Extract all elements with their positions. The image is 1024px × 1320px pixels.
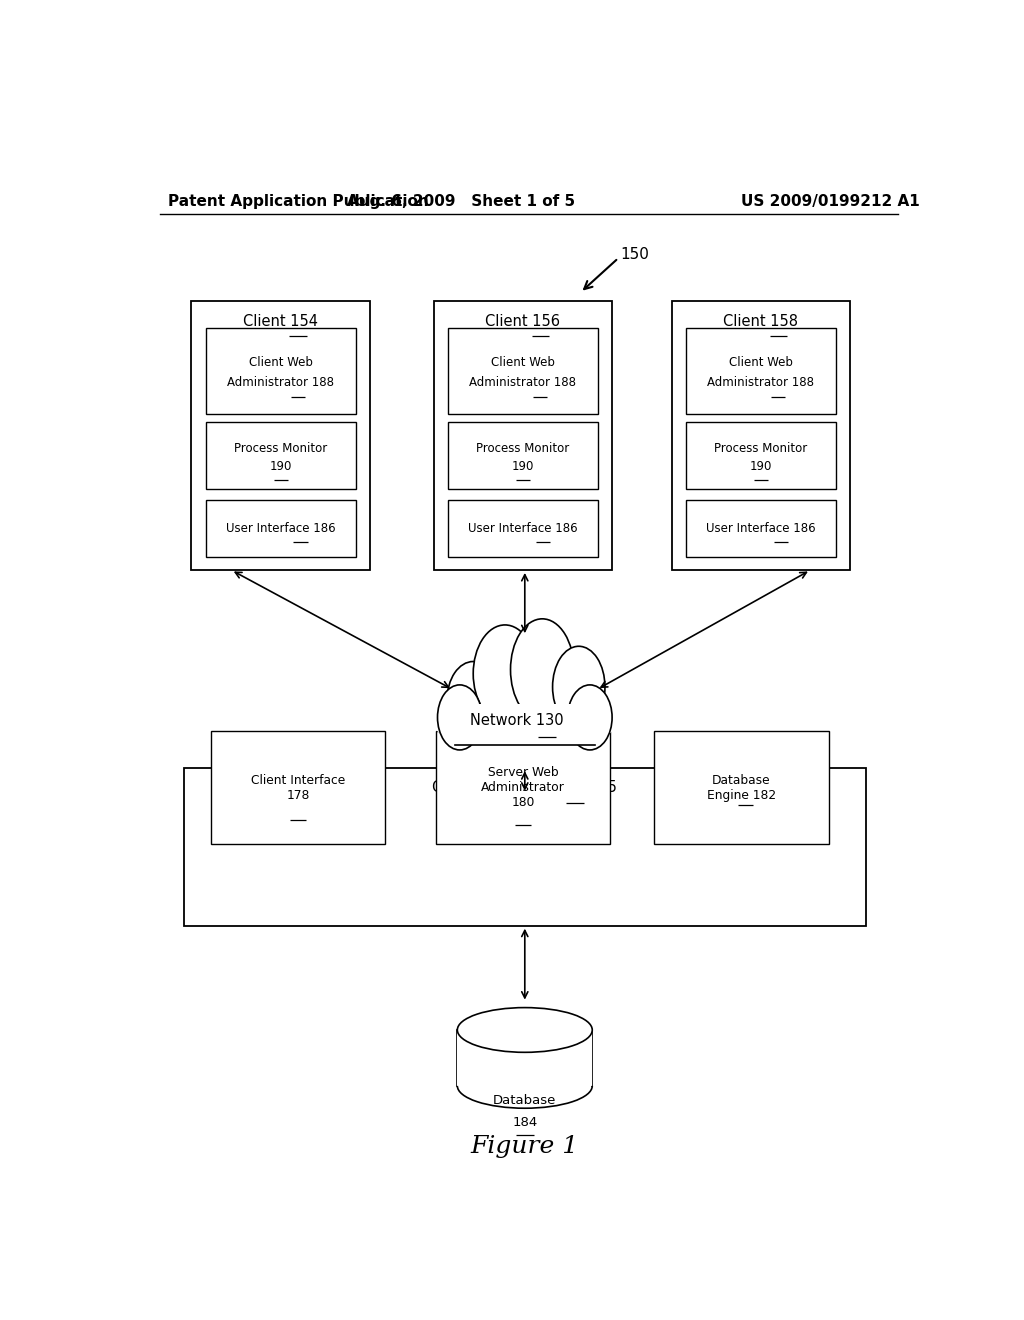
Text: Patent Application Publication: Patent Application Publication xyxy=(168,194,428,209)
Ellipse shape xyxy=(553,647,605,727)
Text: User Interface 186: User Interface 186 xyxy=(707,521,816,535)
Text: Process Monitor: Process Monitor xyxy=(234,442,328,455)
Text: Client Web: Client Web xyxy=(490,356,555,370)
Bar xyxy=(433,301,612,570)
Text: Process Monitor: Process Monitor xyxy=(715,442,808,455)
Bar xyxy=(447,422,598,490)
Ellipse shape xyxy=(447,661,500,739)
Text: 190: 190 xyxy=(512,461,534,474)
Text: Figure 1: Figure 1 xyxy=(471,1135,579,1158)
Bar xyxy=(455,704,595,744)
Text: 190: 190 xyxy=(750,461,772,474)
Text: US 2009/0199212 A1: US 2009/0199212 A1 xyxy=(741,194,920,209)
Bar xyxy=(183,768,866,925)
Bar xyxy=(206,500,355,557)
Text: Administrator 188: Administrator 188 xyxy=(708,376,814,389)
Text: Administrator 188: Administrator 188 xyxy=(469,376,577,389)
Text: Network 130: Network 130 xyxy=(470,713,563,727)
Bar xyxy=(206,327,355,414)
Ellipse shape xyxy=(426,656,624,758)
Text: Client 158: Client 158 xyxy=(723,314,799,329)
Text: Database
Engine 182: Database Engine 182 xyxy=(707,774,776,801)
Bar xyxy=(458,1030,592,1086)
Text: 150: 150 xyxy=(620,247,649,263)
Text: Aug. 6, 2009   Sheet 1 of 5: Aug. 6, 2009 Sheet 1 of 5 xyxy=(347,194,575,209)
Bar xyxy=(654,731,828,845)
Text: User Interface 186: User Interface 186 xyxy=(226,521,336,535)
Bar xyxy=(447,327,598,414)
Text: Client Interface
178: Client Interface 178 xyxy=(251,774,345,801)
Text: Client Web: Client Web xyxy=(729,356,793,370)
Ellipse shape xyxy=(437,685,482,750)
Text: Server Web
Administrator
180: Server Web Administrator 180 xyxy=(481,766,565,809)
Bar xyxy=(206,422,355,490)
Ellipse shape xyxy=(458,1007,592,1052)
Text: Administrator 188: Administrator 188 xyxy=(227,376,334,389)
Ellipse shape xyxy=(567,685,612,750)
Bar xyxy=(686,327,836,414)
Bar xyxy=(447,500,598,557)
Bar xyxy=(686,500,836,557)
Text: Client 154: Client 154 xyxy=(244,314,318,329)
Ellipse shape xyxy=(511,619,574,721)
Bar xyxy=(672,301,850,570)
Text: Process Monitor: Process Monitor xyxy=(476,442,569,455)
Ellipse shape xyxy=(473,624,537,722)
Bar xyxy=(686,422,836,490)
Text: 190: 190 xyxy=(269,461,292,474)
Text: Database: Database xyxy=(494,1094,556,1107)
Bar xyxy=(436,731,610,845)
Text: User Interface 186: User Interface 186 xyxy=(468,521,578,535)
Text: Client Web: Client Web xyxy=(249,356,312,370)
Text: Client 156: Client 156 xyxy=(485,314,560,329)
Bar xyxy=(211,731,385,845)
Text: Configuration Server 165: Configuration Server 165 xyxy=(432,780,617,796)
Text: 184: 184 xyxy=(512,1117,538,1130)
Bar xyxy=(191,301,370,570)
